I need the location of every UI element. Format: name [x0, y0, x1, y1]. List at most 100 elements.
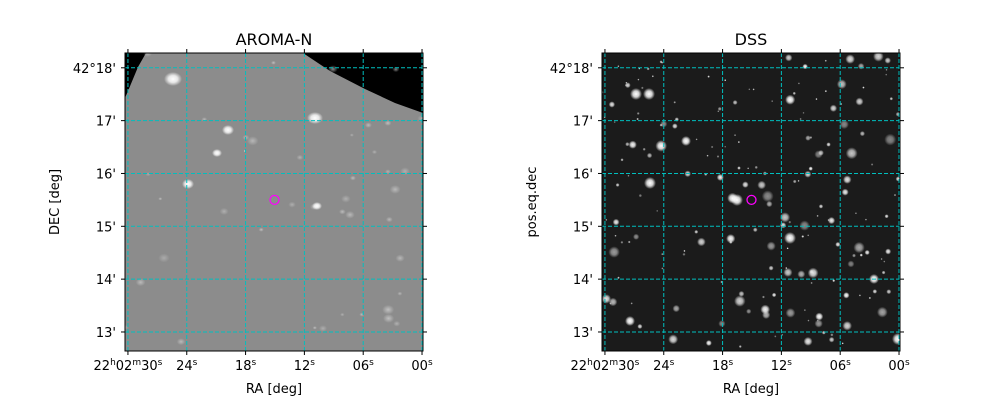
faint-source	[339, 209, 346, 215]
star	[637, 78, 640, 81]
star	[786, 247, 789, 250]
faint-source	[364, 122, 372, 128]
star	[824, 59, 827, 62]
star	[841, 188, 849, 196]
star	[783, 267, 793, 277]
star	[864, 218, 867, 221]
bright-source	[222, 125, 234, 135]
star	[625, 142, 630, 147]
bright-source	[182, 179, 194, 189]
faint-source	[312, 326, 317, 330]
star	[694, 229, 699, 234]
faint-source	[384, 120, 392, 126]
star	[839, 119, 849, 130]
bright-star	[625, 316, 635, 326]
faint-source	[219, 207, 229, 215]
star	[612, 218, 620, 226]
star	[737, 140, 740, 144]
bright-source	[307, 112, 323, 124]
x-tick-label-unit: s	[428, 358, 433, 368]
star	[636, 117, 639, 121]
y-tick-label: 15'	[573, 220, 593, 235]
star	[818, 204, 824, 209]
star	[809, 136, 813, 139]
star	[614, 234, 617, 237]
star	[734, 295, 746, 307]
star	[637, 323, 643, 329]
x-tick-label-value: 06	[830, 359, 847, 374]
x-tick-label: 12s	[771, 358, 793, 374]
faint-source	[397, 291, 403, 296]
star	[785, 94, 796, 105]
star	[864, 249, 870, 256]
faint-source	[271, 60, 276, 65]
star	[801, 235, 805, 238]
x-tick-label-unit: h	[110, 358, 116, 368]
x-axis-label: RA [deg]	[723, 382, 779, 397]
faint-source	[349, 133, 354, 137]
star	[859, 131, 865, 137]
faint-source	[158, 253, 170, 263]
y-tick-label: 13'	[96, 326, 116, 341]
star	[617, 65, 620, 68]
y-tick-label: 17'	[96, 115, 116, 130]
faint-source	[389, 185, 401, 194]
star	[651, 75, 654, 78]
star	[807, 234, 810, 237]
star	[855, 97, 864, 106]
star	[883, 260, 886, 263]
star	[638, 193, 642, 198]
star	[615, 183, 620, 187]
star	[785, 54, 793, 62]
x-tick-label-unit: s	[158, 358, 163, 368]
faint-source	[296, 154, 304, 161]
x-tick-label-unit: s	[846, 358, 851, 368]
star	[842, 321, 852, 331]
sky-image	[125, 53, 423, 351]
star	[884, 133, 897, 146]
x-tick-label-unit: s	[251, 358, 256, 368]
x-tick-label-value: 18	[712, 359, 729, 374]
x-tick-label-value: 22	[571, 359, 588, 374]
axes-frame	[124, 52, 424, 352]
star	[841, 342, 844, 345]
star	[627, 240, 631, 244]
star	[885, 68, 888, 71]
target-marker	[269, 194, 280, 206]
star	[788, 220, 792, 224]
x-tick-label-unit: s	[193, 358, 198, 368]
x-tick-label-unit: s	[310, 358, 315, 368]
faint-source	[328, 65, 338, 73]
bright-source	[312, 202, 322, 210]
star	[724, 145, 727, 148]
bright-source	[164, 72, 182, 86]
star	[785, 308, 796, 318]
star	[757, 180, 767, 190]
star	[814, 319, 823, 328]
x-tick-label-value: 00	[888, 359, 905, 374]
star	[815, 98, 818, 101]
star	[868, 296, 872, 300]
faint-source	[382, 304, 395, 315]
star	[625, 81, 628, 84]
star	[771, 292, 777, 298]
x-tick-label: 06s	[353, 358, 375, 374]
star	[608, 297, 618, 307]
x-tick-label-value: 18	[235, 359, 252, 374]
star	[876, 306, 888, 318]
bright-source	[212, 149, 222, 157]
star	[845, 54, 855, 64]
star	[716, 155, 720, 158]
star	[799, 220, 810, 231]
star	[828, 336, 835, 343]
faint-source	[395, 254, 405, 262]
star	[768, 265, 774, 271]
x-tick-label-unit: m	[132, 358, 141, 368]
x-tick-label: 18s	[712, 358, 734, 374]
star	[624, 82, 631, 89]
x-tick-label: 00s	[888, 358, 910, 374]
star	[884, 214, 889, 219]
faint-source	[158, 197, 163, 201]
star	[620, 240, 624, 244]
star	[785, 267, 788, 270]
